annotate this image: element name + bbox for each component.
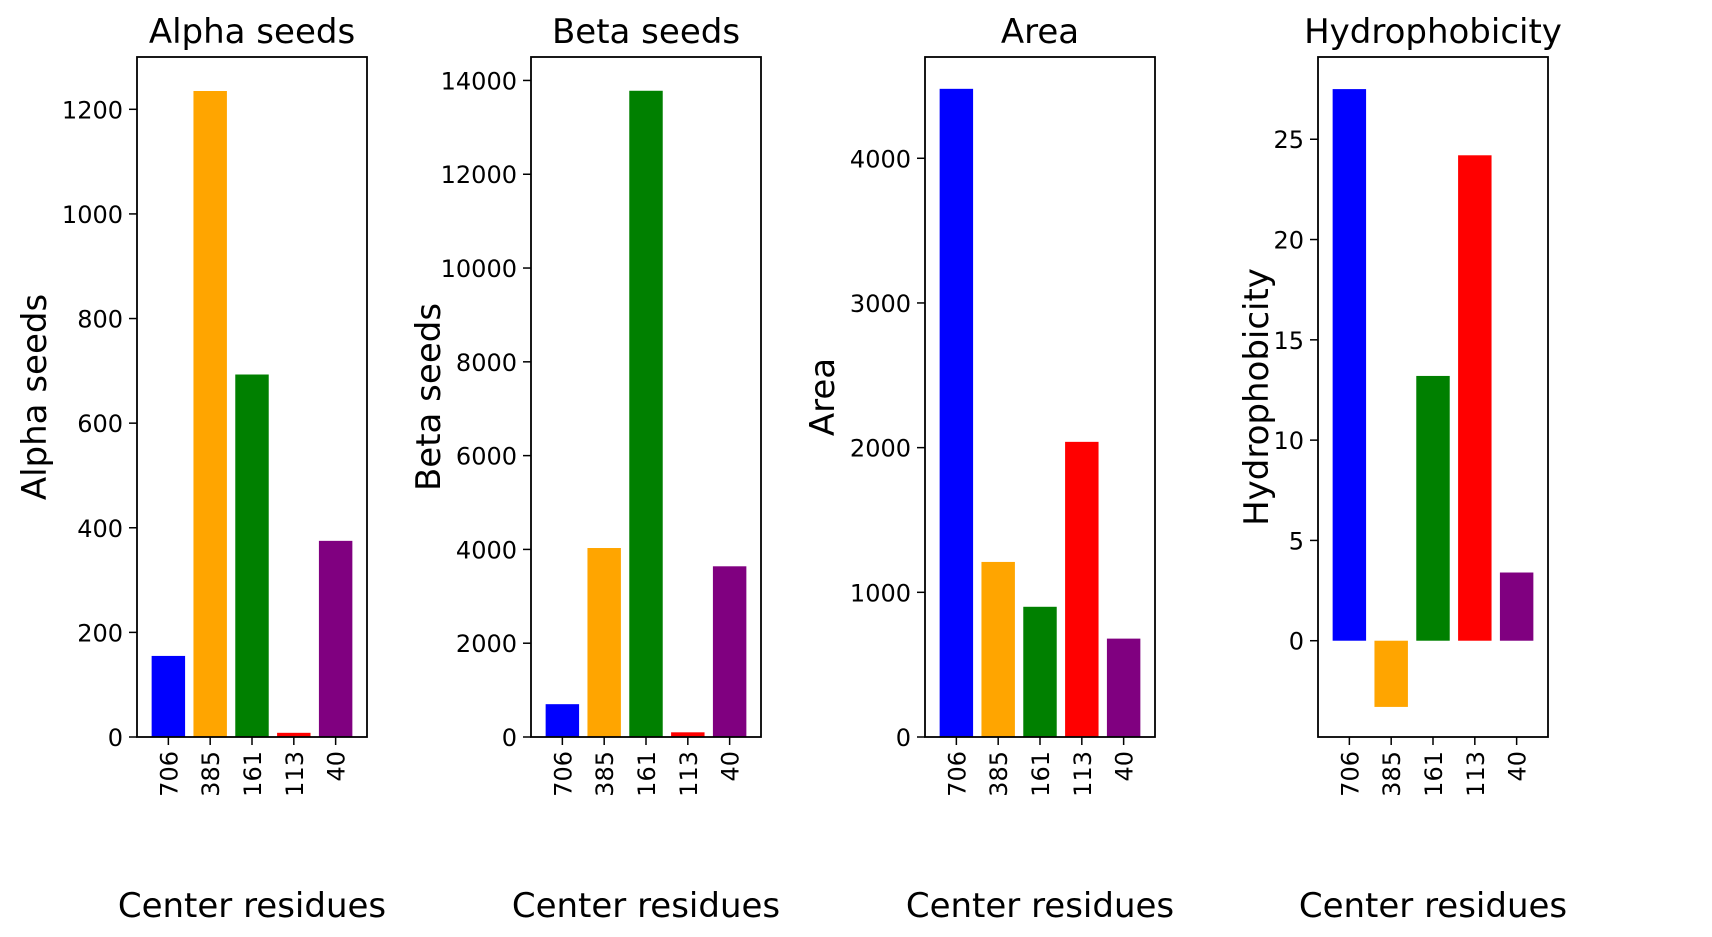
x-tick-label: 113 <box>1069 751 1097 797</box>
bar-113 <box>1458 155 1492 641</box>
x-tick-label: 706 <box>549 751 577 797</box>
bar-385 <box>193 91 227 737</box>
plot-frame <box>530 56 762 738</box>
x-tick-label: 161 <box>1420 751 1448 797</box>
bar-706 <box>1332 89 1367 641</box>
bar-706 <box>545 704 580 737</box>
x-tick-label: 706 <box>155 751 183 797</box>
bar-40 <box>318 540 353 737</box>
y-tick-label: 10 <box>1273 427 1304 455</box>
y-axis-label: Area <box>803 358 843 436</box>
x-tick-label: 40 <box>1504 751 1532 782</box>
y-tick-label: 5 <box>1289 527 1304 555</box>
x-tick-label: 706 <box>943 751 971 797</box>
plot-frame <box>136 56 368 738</box>
bar-385 <box>587 548 621 737</box>
x-tick-label: 161 <box>633 751 661 797</box>
y-tick-label: 200 <box>77 619 123 647</box>
x-tick-label: 385 <box>591 751 619 797</box>
bar-161 <box>629 90 663 738</box>
y-tick-label: 12000 <box>441 161 517 189</box>
chart-panel-2: 706 385 161 113 40 0 2000 4000 6000 8000 10000 1200… <box>409 12 780 926</box>
y-tick-label: 1000 <box>850 579 911 607</box>
x-tick-label: 113 <box>281 751 309 797</box>
chart-title: Hydrophobicity <box>1304 12 1562 52</box>
x-tick-label: 40 <box>717 751 745 782</box>
bar-706 <box>151 655 186 737</box>
y-tick-label: 8000 <box>456 349 517 377</box>
chart-panel-1: 706 385 161 113 40020040060080010001200Alpha… <box>15 12 386 926</box>
bar-706 <box>939 88 974 738</box>
y-tick-label: 0 <box>502 724 517 752</box>
y-axis-label: Hydrophobicity <box>1237 268 1277 526</box>
x-tick-label: 161 <box>239 751 267 797</box>
y-tick-label: 20 <box>1273 227 1304 255</box>
y-tick-label: 0 <box>1289 628 1304 656</box>
y-tick-label: 1000 <box>62 201 123 229</box>
y-tick-label: 800 <box>77 306 123 334</box>
y-tick-label: 400 <box>77 515 123 543</box>
y-tick-label: 6000 <box>456 443 517 471</box>
chart-panel-3: 706 385 161 113 40 0 1000 2000 3000 4000 Area Cente… <box>803 12 1174 926</box>
x-tick-label: 385 <box>985 751 1013 797</box>
y-tick-label: 0 <box>896 724 911 752</box>
chart-title: Alpha seeds <box>149 12 355 52</box>
y-axis-label: Beta seeds <box>409 303 449 491</box>
x-axis-label: Center residues <box>512 886 780 926</box>
bar-40 <box>1106 638 1141 737</box>
chart-title: Beta seeds <box>552 12 740 52</box>
bar-40 <box>1499 572 1534 641</box>
y-tick-label: 1200 <box>62 96 123 124</box>
bar-113 <box>1065 441 1099 737</box>
y-tick-label: 4000 <box>850 145 911 173</box>
x-tick-label: 385 <box>1378 751 1406 797</box>
bar-40 <box>712 566 747 737</box>
x-tick-label: 113 <box>1462 751 1490 797</box>
chart-panel-4: 706 385 161 113 40 0 5 10 15 20 25 Hydrophobicity Ce… <box>1237 12 1567 926</box>
y-tick-label: 14000 <box>441 67 517 95</box>
bar-385 <box>981 561 1015 737</box>
y-tick-label: 4000 <box>456 536 517 564</box>
x-tick-label: 113 <box>675 751 703 797</box>
y-tick-label: 600 <box>77 410 123 438</box>
x-tick-label: 706 <box>1336 751 1364 797</box>
x-tick-label: 40 <box>1111 751 1139 782</box>
x-tick-label: 385 <box>197 751 225 797</box>
x-tick-label: 161 <box>1027 751 1055 797</box>
plot-frame <box>1317 56 1549 738</box>
bar-161 <box>1023 606 1057 737</box>
x-axis-label: Center residues <box>118 886 386 926</box>
y-tick-label: 2000 <box>850 435 911 463</box>
y-tick-label: 10000 <box>441 255 517 283</box>
bar-385 <box>1374 640 1408 707</box>
bar-161 <box>235 374 269 737</box>
x-axis-label: Center residues <box>906 886 1174 926</box>
y-axis-label: Alpha seeds <box>15 294 55 500</box>
y-tick-label: 25 <box>1273 126 1304 154</box>
bar-113 <box>277 732 311 737</box>
y-tick-label: 0 <box>108 724 123 752</box>
bar-161 <box>1416 375 1450 641</box>
x-axis-label: Center residues <box>1299 886 1567 926</box>
y-tick-label: 3000 <box>850 290 911 318</box>
bar-113 <box>671 732 705 737</box>
x-tick-label: 40 <box>323 751 351 782</box>
y-tick-label: 15 <box>1273 327 1304 355</box>
chart-title: Area <box>1001 12 1079 52</box>
y-tick-label: 2000 <box>456 630 517 658</box>
plot-frame <box>924 56 1156 738</box>
